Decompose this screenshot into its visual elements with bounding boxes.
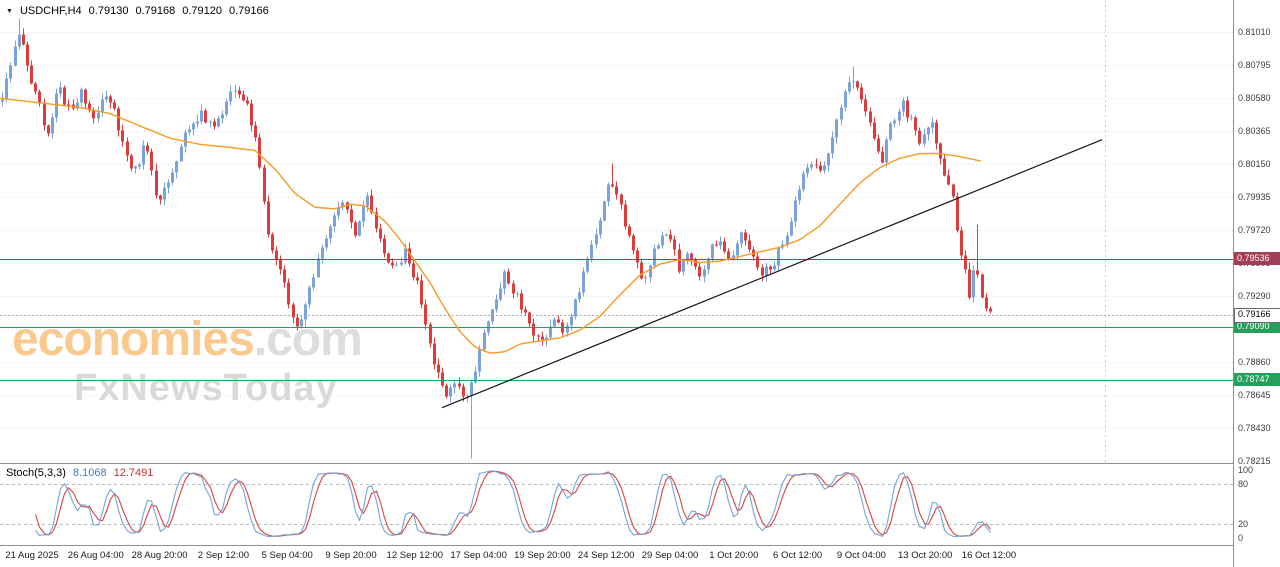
time-axis-label: 9 Sep 20:00 — [325, 550, 377, 561]
stoch-tick-label: 20 — [1238, 519, 1249, 529]
price-tick-label: 0.78215 — [1238, 456, 1271, 466]
time-axis-label: 19 Sep 20:00 — [514, 550, 571, 561]
price-level-badge: 0.79090 — [1234, 320, 1280, 333]
time-axis-label: 12 Sep 12:00 — [386, 550, 444, 561]
price-tick-label: 0.80150 — [1238, 159, 1271, 169]
stochastic-canvas[interactable] — [0, 464, 1233, 545]
time-axis-label: 17 Sep 04:00 — [450, 550, 507, 561]
time-axis-label: 26 Aug 04:00 — [67, 550, 124, 561]
time-axis-label: 29 Sep 04:00 — [641, 550, 699, 561]
price-tick-label: 0.79935 — [1238, 192, 1271, 202]
watermark-subtitle: FxNewsToday — [74, 367, 338, 409]
price-tick-label: 0.78860 — [1238, 357, 1271, 367]
time-axis-label: 24 Sep 12:00 — [577, 550, 635, 561]
symbol-dropdown-icon[interactable]: ▼ — [6, 7, 13, 15]
time-axis-label: 6 Oct 12:00 — [773, 550, 823, 561]
watermark-brand-text: economies — [12, 313, 255, 366]
indicator-signal-value: 12.7491 — [113, 467, 154, 479]
indicator-main-value: 8.1068 — [72, 467, 107, 479]
quote-close: 0.79166 — [228, 5, 269, 17]
time-axis-label: 13 Oct 20:00 — [897, 550, 953, 561]
time-axis-label: 2 Sep 12:00 — [197, 550, 250, 561]
time-axis-label: 5 Sep 04:00 — [261, 550, 313, 561]
price-axis[interactable]: 0.81010 0.80795 0.80580 0.80365 0.80150 0.799… — [1233, 0, 1280, 567]
symbol-timeframe-label: USDCHF,H4 — [19, 5, 82, 17]
price-tick-label: 0.79290 — [1238, 291, 1271, 301]
price-chart-panel: economies.com FxNewsToday ▼ USDCHF,H4 0.… — [0, 0, 1233, 464]
watermark-domain-text: .com — [253, 313, 363, 366]
time-axis-label: 21 Aug 2025 — [5, 550, 59, 561]
stoch-tick-label: 80 — [1238, 479, 1249, 489]
price-level-badge: 0.78747 — [1234, 373, 1280, 386]
time-axis-label: 1 Oct 20:00 — [709, 550, 759, 561]
current-price-badge: 0.79166 — [1234, 308, 1280, 323]
time-axis-label: 28 Aug 20:00 — [131, 550, 188, 561]
quote-low: 0.79120 — [182, 5, 222, 17]
price-tick-label: 0.78430 — [1238, 423, 1271, 433]
price-tick-label: 0.78645 — [1238, 390, 1271, 400]
price-chart-canvas[interactable] — [0, 0, 1233, 463]
quote-high: 0.79168 — [135, 5, 176, 17]
watermark: economies.com FxNewsToday — [12, 313, 363, 409]
stoch-tick-label: 0 — [1238, 533, 1244, 543]
price-tick-label: 0.81010 — [1238, 27, 1271, 37]
quote-open: 0.79130 — [88, 5, 129, 17]
watermark-brand: economies.com — [12, 313, 363, 366]
stochastic-panel: Stoch(5,3,3) 8.1068 12.7491 — [0, 464, 1233, 546]
time-axis-label: 16 Oct 12:00 — [961, 550, 1017, 561]
price-level-badge: 0.79536 — [1234, 252, 1280, 265]
symbol-info-bar: ▼ USDCHF,H4 0.79130 0.79168 0.79120 0.79… — [6, 5, 269, 17]
time-axis-label: 9 Oct 04:00 — [836, 550, 886, 561]
indicator-name: Stoch(5,3,3) — [6, 467, 66, 479]
stoch-tick-label: 100 — [1238, 465, 1254, 475]
price-tick-label: 0.80365 — [1238, 126, 1271, 136]
time-axis[interactable]: 21 Aug 2025 26 Aug 04:00 28 Aug 20:00 2 Sep… — [0, 546, 1233, 567]
price-tick-label: 0.79720 — [1238, 225, 1271, 235]
indicator-label: Stoch(5,3,3) 8.1068 12.7491 — [6, 467, 153, 479]
price-tick-label: 0.80795 — [1238, 60, 1271, 70]
price-tick-label: 0.80580 — [1238, 93, 1271, 103]
